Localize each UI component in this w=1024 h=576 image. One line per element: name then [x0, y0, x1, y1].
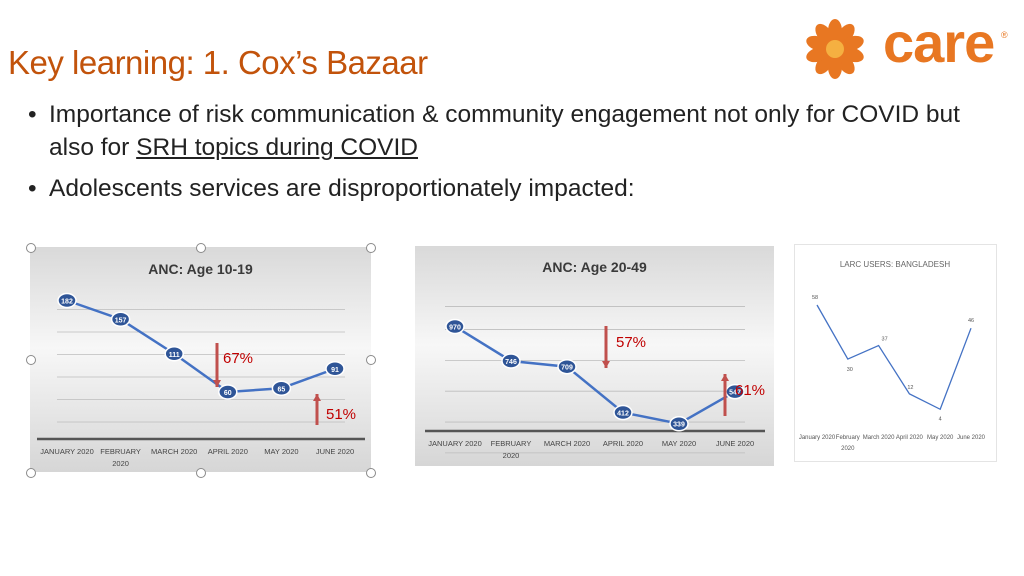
annotation-arrowhead — [602, 361, 610, 368]
data-label: 746 — [505, 359, 517, 366]
data-label: 60 — [224, 390, 232, 397]
x-tick-label: February — [836, 435, 860, 441]
chart-title: ANC: Age 10-19 — [148, 261, 253, 277]
data-label: 91 — [331, 367, 339, 374]
series-line — [816, 304, 972, 411]
x-tick-label: 2020 — [503, 451, 520, 460]
data-point — [669, 415, 689, 432]
x-tick-label: JANUARY 2020 — [40, 447, 94, 456]
x-tick-label: MARCH 2020 — [544, 439, 590, 448]
data-label: 30 — [847, 367, 853, 373]
data-label: 182 — [61, 299, 73, 306]
x-tick-label: JUNE 2020 — [316, 447, 354, 456]
bullet-text: Adolescents services are disproportionat… — [49, 175, 635, 202]
data-label: 37 — [882, 337, 888, 343]
x-tick-label: April 2020 — [896, 435, 924, 441]
care-logo: care ® — [795, 11, 1015, 82]
data-label: 412 — [617, 410, 629, 417]
data-point — [557, 358, 577, 375]
annotation-arrowhead — [213, 380, 221, 387]
data-label: 12 — [907, 385, 913, 391]
data-label: 709 — [561, 365, 573, 372]
data-label: 157 — [115, 317, 127, 324]
chart-anc-20-49[interactable]: ANC: Age 20-49 970 746 709 412 339 547 JANUARY … — [415, 246, 774, 466]
x-tick-label: APRIL 2020 — [603, 439, 643, 448]
data-label: 111 — [169, 352, 180, 359]
slide-title: Key learning: 1. Cox’s Bazaar — [8, 44, 428, 81]
chart-anc-10-19-svg: ANC: Age 10-19 182 157 111 60 65 91 JANUARY 202… — [30, 247, 371, 472]
x-tick-label: MAY 2020 — [662, 439, 696, 448]
x-tick-label: 2020 — [841, 446, 855, 452]
data-point — [110, 311, 131, 327]
annotation-arrowhead — [313, 394, 321, 401]
resize-handle[interactable] — [26, 243, 36, 253]
chart-larc-users-svg: LARC USERS: BANGLADESH 58 30 37 12 4 46 January… — [799, 260, 986, 452]
data-label: 547 — [729, 390, 741, 397]
resize-handle[interactable] — [26, 355, 36, 365]
x-tick-label: 2020 — [112, 459, 129, 468]
data-label: 65 — [278, 386, 286, 393]
chart-background — [415, 246, 774, 466]
bullet-underlined-text: SRH topics during COVID — [136, 134, 419, 161]
resize-handle[interactable] — [196, 468, 206, 478]
data-point — [57, 292, 77, 309]
series-line — [454, 325, 736, 426]
bullet-text: Importance of risk communication & commu… — [49, 101, 960, 161]
x-tick-label: FEBRUARY — [491, 439, 532, 448]
data-label: 4 — [939, 416, 942, 422]
bullet-item: Importance of risk communication & commu… — [20, 98, 980, 164]
data-point — [271, 380, 292, 396]
x-tick-label: June 2020 — [957, 435, 986, 441]
x-tick-label: March 2020 — [863, 435, 895, 441]
annotation-percent: 67% — [223, 350, 253, 367]
chart-background — [30, 247, 371, 472]
x-tick-label: JUNE 2020 — [716, 439, 754, 448]
x-tick-label: January 2020 — [799, 435, 836, 441]
data-label: 970 — [449, 324, 461, 331]
annotation-percent: 57% — [616, 334, 646, 351]
resize-handle[interactable] — [26, 468, 36, 478]
x-tick-label: May 2020 — [927, 435, 954, 441]
care-hands-icon — [806, 19, 864, 79]
chart-anc-20-49-svg: ANC: Age 20-49 970 746 709 412 339 547 JANUARY … — [415, 246, 774, 466]
chart-larc-users[interactable]: LARC USERS: BANGLADESH 58 30 37 12 4 46 January… — [794, 244, 997, 462]
resize-handle[interactable] — [196, 243, 206, 253]
x-tick-label: FEBRUARY — [100, 447, 141, 456]
data-point — [445, 318, 465, 335]
data-label: 46 — [968, 318, 974, 324]
annotation-percent: 61% — [735, 382, 765, 399]
bullet-list: Importance of risk communication & commu… — [20, 98, 980, 213]
registered-mark: ® — [1001, 30, 1008, 40]
resize-handle[interactable] — [366, 243, 376, 253]
chart-anc-10-19[interactable]: ANC: Age 10-19 182 157 111 60 65 91 JANUARY 202… — [30, 247, 371, 472]
data-point — [218, 384, 238, 400]
chart-title: LARC USERS: BANGLADESH — [840, 260, 950, 269]
data-point — [164, 346, 184, 362]
bullet-item: Adolescents services are disproportionat… — [20, 172, 980, 205]
data-label: 339 — [673, 422, 685, 429]
x-tick-label: MAY 2020 — [264, 447, 298, 456]
resize-handle[interactable] — [366, 468, 376, 478]
care-wordmark: care — [883, 11, 995, 74]
annotation-arrowhead — [721, 374, 729, 381]
data-label: 58 — [812, 295, 818, 301]
data-point — [325, 361, 345, 377]
data-point — [501, 353, 521, 369]
data-point — [613, 404, 633, 421]
chart-title: ANC: Age 20-49 — [542, 259, 647, 275]
resize-handle[interactable] — [366, 355, 376, 365]
x-tick-label: APRIL 2020 — [208, 447, 248, 456]
x-tick-label: JANUARY 2020 — [428, 439, 482, 448]
annotation-percent: 51% — [326, 406, 356, 423]
x-tick-label: MARCH 2020 — [151, 447, 197, 456]
